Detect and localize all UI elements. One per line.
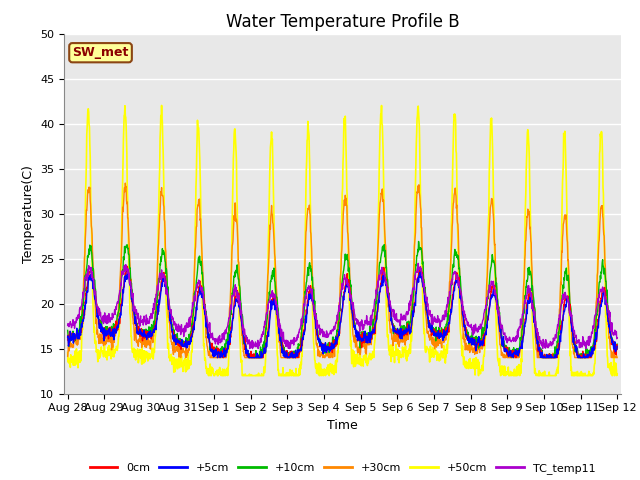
+10cm — [500, 344, 508, 349]
+10cm — [429, 332, 436, 337]
+30cm — [64, 353, 72, 359]
+50cm — [157, 103, 165, 108]
+5cm — [548, 354, 556, 360]
TC_temp11 — [64, 323, 72, 328]
TC_temp11 — [500, 331, 508, 337]
+50cm — [248, 372, 256, 378]
+30cm — [429, 341, 436, 347]
Line: TC_temp11: TC_temp11 — [68, 264, 617, 348]
TC_temp11 — [248, 343, 255, 349]
+30cm — [548, 355, 556, 360]
+50cm — [613, 372, 621, 377]
+10cm — [173, 336, 180, 342]
+10cm — [186, 336, 194, 342]
+30cm — [613, 355, 621, 360]
+50cm — [548, 372, 556, 378]
0cm — [429, 327, 436, 333]
TC_temp11 — [613, 335, 621, 341]
+30cm — [177, 355, 184, 360]
+5cm — [429, 324, 436, 330]
+50cm — [64, 349, 72, 355]
X-axis label: Time: Time — [327, 419, 358, 432]
+10cm — [415, 239, 422, 244]
+10cm — [548, 355, 556, 360]
+50cm — [429, 354, 436, 360]
+10cm — [64, 327, 72, 333]
+5cm — [64, 334, 72, 340]
+30cm — [122, 180, 129, 186]
0cm — [124, 264, 131, 269]
0cm — [548, 355, 556, 360]
Line: +50cm: +50cm — [68, 106, 617, 375]
+50cm — [186, 359, 194, 364]
Line: +5cm: +5cm — [68, 269, 617, 358]
+5cm — [613, 344, 621, 349]
Legend: 0cm, +5cm, +10cm, +30cm, +50cm, TC_temp11: 0cm, +5cm, +10cm, +30cm, +50cm, TC_temp1… — [85, 458, 600, 478]
+5cm — [248, 355, 256, 360]
Text: SW_met: SW_met — [72, 46, 129, 59]
+5cm — [500, 346, 508, 352]
Y-axis label: Temperature(C): Temperature(C) — [22, 165, 35, 263]
Line: +30cm: +30cm — [68, 183, 617, 358]
0cm — [613, 347, 621, 352]
+10cm — [613, 341, 621, 347]
+5cm — [124, 266, 131, 272]
0cm — [173, 342, 180, 348]
+50cm — [205, 372, 212, 378]
+5cm — [214, 355, 221, 360]
+5cm — [186, 339, 194, 345]
+30cm — [248, 355, 256, 360]
+10cm — [245, 355, 253, 360]
Line: +10cm: +10cm — [68, 241, 617, 358]
TC_temp11 — [429, 312, 436, 317]
TC_temp11 — [173, 325, 180, 331]
0cm — [500, 346, 508, 351]
+10cm — [248, 354, 255, 360]
+5cm — [173, 336, 180, 342]
TC_temp11 — [246, 346, 253, 351]
+30cm — [500, 352, 508, 358]
Title: Water Temperature Profile B: Water Temperature Profile B — [225, 12, 460, 31]
+30cm — [187, 333, 195, 339]
TC_temp11 — [414, 261, 422, 266]
TC_temp11 — [186, 324, 194, 329]
0cm — [248, 352, 256, 358]
0cm — [64, 337, 72, 343]
0cm — [186, 339, 194, 345]
Line: 0cm: 0cm — [68, 266, 617, 358]
+50cm — [173, 358, 180, 363]
TC_temp11 — [548, 341, 556, 347]
0cm — [214, 355, 221, 360]
+30cm — [173, 345, 180, 351]
+50cm — [500, 372, 508, 378]
